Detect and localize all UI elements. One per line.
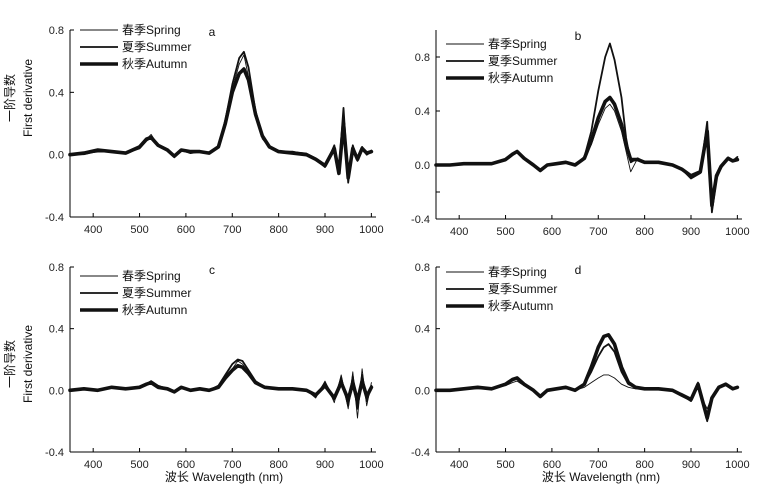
legend-entry: 夏季Summer [122, 286, 191, 300]
panel-letter: b [575, 29, 582, 43]
x-tick-label: 500 [130, 459, 148, 471]
x-tick-label: 900 [316, 224, 334, 236]
series-line-3 [434, 332, 740, 420]
panels: 400 500 600 700 800 900 1000 -0.4 0.0 0.4 0.8 春季Spr… [45, 23, 750, 471]
y-tick-label: -0.4 [411, 447, 430, 459]
legend: 春季Spring 夏季Summer 秋季Autumn [446, 265, 557, 313]
legend-entry: 夏季Summer [488, 282, 557, 296]
x-tick-label: 800 [269, 224, 287, 236]
x-tick-label: 700 [223, 459, 241, 471]
series-line-2 [435, 42, 739, 214]
x-tick-label: 400 [450, 459, 468, 471]
panel-a: 400 500 600 700 800 900 1000 -0.4 0.0 0.4 0.8 春季Spr… [45, 23, 384, 236]
legend-entry: 秋季Autumn [488, 71, 553, 85]
x-tick-label: 700 [223, 224, 241, 236]
x-tick-label: 500 [496, 459, 514, 471]
legend-entry: 春季Spring [488, 265, 547, 279]
ylabel-bottom-en: First derivative [21, 325, 35, 403]
x-tick-label: 500 [496, 226, 514, 238]
x-tick-label: 700 [589, 226, 607, 238]
y-tick-label: -0.4 [45, 447, 64, 459]
y-tick-label: 0.8 [415, 52, 430, 64]
x-tick-label: 1000 [359, 224, 383, 236]
x-tick-label: 400 [84, 459, 102, 471]
y-tick-label: 0.0 [415, 385, 430, 397]
y-tick-label: 0.8 [415, 262, 430, 274]
legend-entry: 夏季Summer [488, 54, 557, 68]
y-tick-label: 0.0 [415, 160, 430, 172]
panel-b: 400 500 600 700 800 900 1000 -0.4 0.0 0.4 0.8 春季Spr… [411, 29, 750, 238]
x-tick-label: 1000 [359, 459, 383, 471]
y-tick-label: 0.4 [49, 87, 64, 99]
legend-entry: 春季Spring [122, 23, 181, 37]
panel-c: 400 500 600 700 800 900 1000 -0.4 0.0 0.4 0.8 春季Spr… [45, 262, 384, 471]
legend: 春季Spring 夏季Summer 秋季Autumn [446, 37, 557, 85]
x-tick-label: 900 [682, 226, 700, 238]
x-tick-label: 1000 [725, 459, 749, 471]
y-tick-label: 0.8 [49, 25, 64, 37]
panel-letter: d [575, 263, 582, 277]
x-tick-label: 600 [177, 459, 195, 471]
y-tick-label: -0.4 [411, 214, 430, 226]
x-tick-label: 1000 [725, 226, 749, 238]
legend-entry: 秋季Autumn [122, 57, 187, 71]
x-tick-label: 600 [543, 459, 561, 471]
x-tick-label: 800 [635, 459, 653, 471]
panel-letter: c [209, 263, 215, 277]
x-tick-label: 700 [589, 459, 607, 471]
panel-d: 400 500 600 700 800 900 1000 -0.4 0.0 0.4 0.8 春季Spr… [411, 262, 750, 471]
y-tick-label: -0.4 [45, 212, 64, 224]
y-tick-label: 0.4 [415, 106, 430, 118]
legend-entry: 秋季Autumn [122, 303, 187, 317]
ylabel-bottom-cn: 一阶导数 [2, 340, 17, 388]
x-tick-label: 800 [635, 226, 653, 238]
panel-letter: a [209, 25, 216, 39]
x-tick-label: 900 [682, 459, 700, 471]
x-tick-label: 800 [269, 459, 287, 471]
y-tick-label: 0.4 [49, 324, 64, 336]
x-tick-label: 500 [130, 224, 148, 236]
xlabel-right: 波长 Wavelength (nm) [542, 470, 660, 484]
legend-entry: 夏季Summer [122, 40, 191, 54]
x-tick-label: 900 [316, 459, 334, 471]
x-tick-label: 600 [177, 224, 195, 236]
y-tick-label: 0.4 [415, 324, 430, 336]
legend: 春季Spring 夏季Summer 秋季Autumn [80, 269, 191, 317]
ylabel-bottom: 一阶导数 First derivative [2, 325, 35, 403]
y-tick-label: 0.0 [49, 385, 64, 397]
series-line-3 [434, 95, 740, 208]
y-tick-label: 0.8 [49, 262, 64, 274]
series-line-3 [68, 363, 374, 403]
x-tick-label: 400 [84, 224, 102, 236]
legend-entry: 春季Spring [122, 269, 181, 283]
legend: 春季Spring 夏季Summer 秋季Autumn [80, 23, 191, 71]
ylabel-top-en: First derivative [21, 59, 35, 137]
legend-entry: 春季Spring [488, 37, 547, 51]
series-line-3 [68, 67, 374, 180]
y-tick-label: 0.0 [49, 150, 64, 162]
x-tick-label: 600 [543, 226, 561, 238]
ylabel-top: 一阶导数 First derivative [2, 59, 35, 137]
legend-entry: 秋季Autumn [488, 299, 553, 313]
xlabel-left: 波长 Wavelength (nm) [165, 470, 283, 484]
ylabel-top-cn: 一阶导数 [2, 74, 17, 122]
x-tick-label: 400 [450, 226, 468, 238]
